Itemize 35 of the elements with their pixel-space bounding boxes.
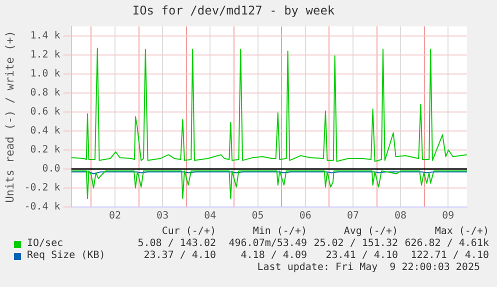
text: Max (-/+) bbox=[434, 226, 489, 238]
text: 25.02 / 151.32 bbox=[312, 238, 398, 250]
x-tick-label: 06 bbox=[299, 210, 312, 222]
x-tick-label: 09 bbox=[442, 210, 454, 222]
text: 5.08 / 143.02 bbox=[136, 238, 216, 250]
y-axis-title: Units read (-) / write (+) bbox=[3, 30, 16, 203]
text: Avg (-/+) bbox=[342, 226, 398, 238]
y-tick-label: 0.6 k bbox=[30, 106, 60, 118]
y-tick-label: 1.2 k bbox=[30, 50, 60, 61]
text: Cur (-/+) bbox=[160, 226, 216, 238]
y-tick-label: 0.8 k bbox=[30, 88, 60, 99]
text: Last update: Fri May 9 22:00:03 2025 bbox=[256, 262, 481, 274]
x-tick-label: 04 bbox=[204, 210, 216, 222]
chart-title: IOs for /dev/md127 - by week bbox=[132, 3, 336, 18]
text: 23.41 / 4.10 bbox=[324, 250, 398, 262]
text: Min (-/+) bbox=[252, 226, 307, 238]
text: 626.82 / 4.61k bbox=[404, 238, 489, 250]
y-tick-label: 0.2 k bbox=[30, 144, 60, 156]
x-tick-label: 07 bbox=[346, 210, 359, 222]
text: 122.71 / 4.10 bbox=[410, 250, 489, 262]
x-tick-label: 03 bbox=[156, 210, 169, 222]
x-tick-label: 08 bbox=[394, 210, 407, 222]
y-tick-label: 0.4 k bbox=[30, 126, 60, 137]
text: 496.07m/53.49 bbox=[228, 238, 307, 250]
legend-label: Req Size (KB) bbox=[26, 250, 106, 262]
y-tick-label: -0.2 k bbox=[24, 182, 60, 194]
y-tick-label: -0.4 k bbox=[24, 202, 60, 213]
legend-label: IO/sec bbox=[26, 238, 64, 250]
y-tick-label: 1.0 k bbox=[30, 68, 60, 80]
x-tick-label: 02 bbox=[108, 210, 121, 222]
x-tick-label: 05 bbox=[252, 210, 264, 222]
y-tick-label: 1.4 k bbox=[30, 30, 60, 42]
text: 4.18 / 4.09 bbox=[240, 250, 307, 262]
y-tick-label: 0.0 bbox=[42, 164, 60, 175]
text: 23.37 / 4.10 bbox=[142, 250, 216, 262]
